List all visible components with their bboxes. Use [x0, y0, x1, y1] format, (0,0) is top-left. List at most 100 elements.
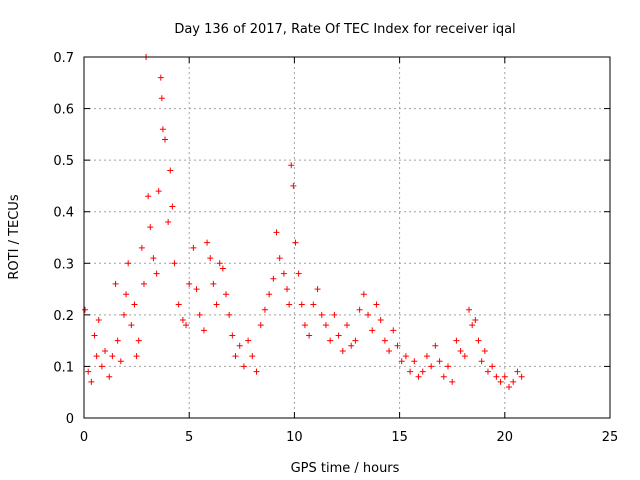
data-point [179, 317, 186, 324]
data-point [280, 270, 287, 277]
data-point [175, 301, 182, 308]
data-point [155, 188, 162, 195]
data-point [386, 347, 393, 354]
y-tick-label: 0.4 [53, 206, 74, 221]
data-point [318, 311, 325, 318]
data-point [223, 291, 230, 298]
data-point [461, 353, 468, 360]
data-point [167, 167, 174, 174]
data-point [117, 358, 124, 365]
data-point [501, 373, 508, 380]
data-point [158, 95, 165, 102]
data-point [469, 322, 476, 329]
data-point [153, 270, 160, 277]
data-point [478, 358, 485, 365]
data-point [322, 322, 329, 329]
data-point [125, 260, 132, 267]
data-point [200, 327, 207, 334]
data-point [310, 301, 317, 308]
data-point [314, 286, 321, 293]
data-point [381, 337, 388, 344]
data-point [273, 229, 280, 236]
y-tick-label: 0 [66, 412, 74, 427]
data-point [301, 322, 308, 329]
data-point [114, 337, 121, 344]
data-point [219, 265, 226, 272]
data-point [82, 306, 89, 313]
data-point [295, 270, 302, 277]
data-point [186, 280, 193, 287]
data-point [109, 353, 116, 360]
data-point [213, 301, 220, 308]
data-point [240, 363, 247, 370]
x-axis-ticks: 0 5 10 15 20 25 [80, 57, 618, 445]
data-point [226, 311, 233, 318]
data-point [106, 373, 113, 380]
y-tick-label: 0.1 [53, 360, 74, 375]
data-point [335, 332, 342, 339]
y-axis-label: ROTI / TECUs [7, 194, 22, 279]
data-point [411, 358, 418, 365]
data-point [369, 327, 376, 334]
data-point [128, 322, 135, 329]
data-point [510, 378, 517, 385]
data-point [93, 353, 100, 360]
chart-title: Day 136 of 2017, Rate Of TEC Index for r… [174, 22, 515, 37]
data-point [457, 347, 464, 354]
data-point [292, 239, 299, 246]
data-point [229, 332, 236, 339]
data-point [232, 353, 239, 360]
data-point [245, 337, 252, 344]
data-point [390, 327, 397, 334]
data-point [131, 301, 138, 308]
data-point [95, 317, 102, 324]
data-point [236, 342, 243, 349]
x-tick-label: 10 [286, 430, 303, 445]
data-point [288, 162, 295, 169]
data-point [91, 332, 98, 339]
data-point [475, 337, 482, 344]
data-point [157, 74, 164, 81]
data-point [261, 306, 268, 313]
data-points [82, 54, 525, 391]
y-axis-ticks: 0 0.1 0.2 0.3 0.4 0.5 0.6 0.7 [53, 51, 610, 427]
data-point [398, 358, 405, 365]
y-tick-label: 0.6 [53, 103, 74, 118]
data-point [436, 358, 443, 365]
data-point [88, 378, 95, 385]
data-point [407, 368, 414, 375]
data-point [290, 182, 297, 189]
data-point [365, 311, 372, 318]
data-point [514, 368, 521, 375]
x-tick-label: 20 [497, 430, 514, 445]
data-point [306, 332, 313, 339]
data-point [352, 337, 359, 344]
data-point [419, 368, 426, 375]
data-point [183, 322, 190, 329]
data-point [266, 291, 273, 298]
data-point [140, 280, 147, 287]
data-point [207, 255, 214, 262]
data-point [432, 342, 439, 349]
data-point [356, 306, 363, 313]
data-point [415, 373, 422, 380]
grid-lines [84, 57, 610, 418]
data-point [204, 239, 211, 246]
data-point [449, 378, 456, 385]
data-point [423, 353, 430, 360]
plot-frame [83, 56, 611, 419]
x-axis-label: GPS time / hours [291, 461, 400, 476]
data-point [327, 337, 334, 344]
data-point [344, 322, 350, 329]
data-point [348, 342, 355, 349]
data-point [120, 311, 127, 318]
y-tick-label: 0.3 [53, 257, 74, 272]
data-point [249, 353, 256, 360]
data-point [284, 286, 291, 293]
data-point [159, 126, 166, 133]
data-point [453, 337, 460, 344]
data-point [270, 275, 277, 282]
data-point [360, 291, 367, 298]
data-point [162, 136, 169, 143]
data-point [210, 280, 217, 287]
